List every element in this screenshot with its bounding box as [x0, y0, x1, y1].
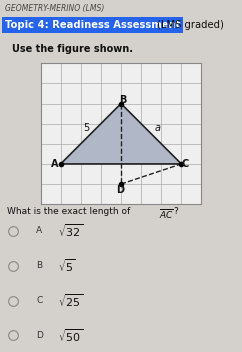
Polygon shape: [61, 103, 181, 164]
Text: B: B: [119, 95, 126, 105]
Text: A: A: [51, 159, 59, 169]
Text: Topic 4: Readiness Assessment: Topic 4: Readiness Assessment: [5, 20, 180, 30]
Text: $\sqrt{50}$: $\sqrt{50}$: [58, 327, 83, 344]
Text: What is the exact length of: What is the exact length of: [7, 207, 133, 216]
Text: D: D: [36, 331, 43, 340]
Text: C: C: [181, 159, 189, 169]
Text: ?: ?: [173, 207, 178, 216]
Text: a: a: [154, 123, 160, 133]
Text: GEOMETRY-MERINO (LMS): GEOMETRY-MERINO (LMS): [5, 4, 104, 13]
Text: $\sqrt{25}$: $\sqrt{25}$: [58, 292, 83, 309]
Text: Use the figure shown.: Use the figure shown.: [12, 44, 133, 54]
Text: C: C: [36, 296, 43, 305]
Text: $\sqrt{32}$: $\sqrt{32}$: [58, 222, 83, 239]
Text: (LMS graded): (LMS graded): [154, 20, 224, 30]
Text: $\overline{AC}$: $\overline{AC}$: [159, 207, 174, 221]
Text: 5: 5: [84, 123, 90, 133]
Text: B: B: [36, 261, 42, 270]
Text: $\sqrt{5}$: $\sqrt{5}$: [58, 257, 76, 274]
Text: A: A: [36, 226, 42, 235]
Text: D: D: [116, 185, 124, 195]
